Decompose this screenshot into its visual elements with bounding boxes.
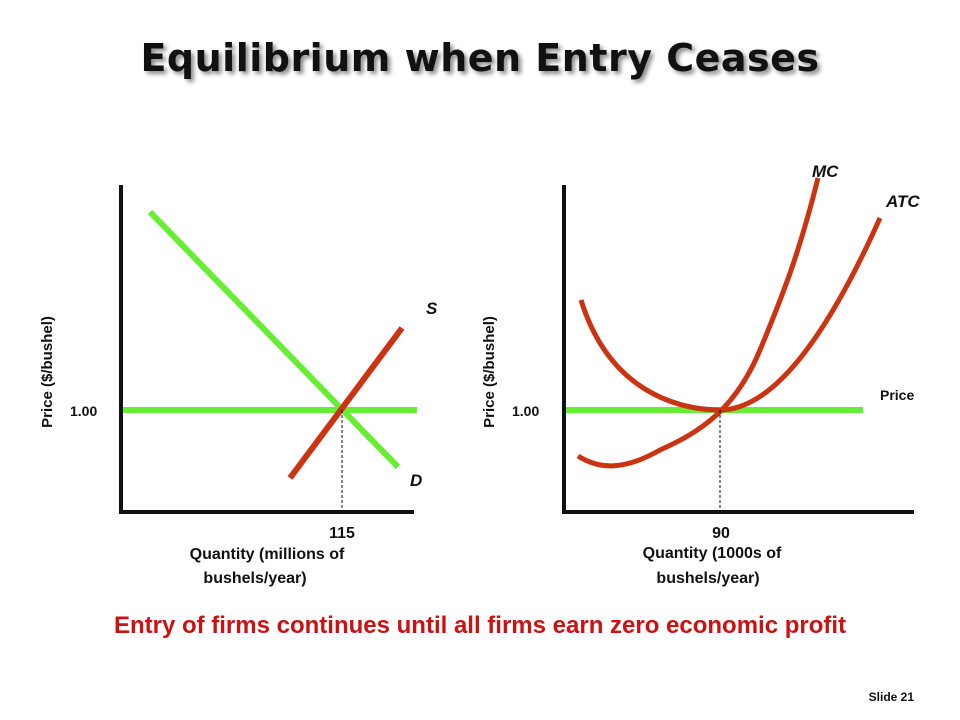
mc-curve: [576, 177, 821, 469]
left-y-axis-label: Price ($/bushel): [39, 316, 56, 428]
right-y-axis-label: Price ($/bushel): [481, 316, 498, 428]
left-x-axis-label-2: bushels/year): [203, 570, 306, 587]
left-x-axis-label-1: Quantity (millions of: [190, 546, 345, 563]
price-line-label: Price: [880, 387, 914, 403]
right-price-tick: 1.00: [512, 403, 539, 419]
right-x-axis-label-2: bushels/year): [656, 570, 759, 587]
slide-title: Equilibrium when Entry Ceases: [140, 36, 820, 80]
left-price-tick: 1.00: [70, 403, 97, 419]
right-qty-tick: 90: [712, 525, 730, 542]
demand-curve: [147, 209, 401, 470]
left-qty-tick: 115: [329, 525, 355, 542]
slide-number: Slide 21: [868, 690, 914, 704]
mc-label: MC: [812, 162, 839, 181]
conclusion-text: Entry of firms continues until all firms…: [113, 612, 847, 639]
atc-label: ATC: [885, 192, 920, 211]
firm-diagram: 1.00 90 Price ($/bushel) Quantity (1000s…: [481, 162, 920, 587]
atc-curve: [578, 216, 883, 413]
market-diagram: 1.00 115 Price ($/bushel) Quantity (mill…: [39, 185, 438, 587]
supply-curve: [287, 326, 405, 480]
supply-label: S: [426, 299, 438, 318]
demand-label: D: [410, 471, 422, 490]
right-x-axis-label-1: Quantity (1000s of: [643, 545, 782, 562]
